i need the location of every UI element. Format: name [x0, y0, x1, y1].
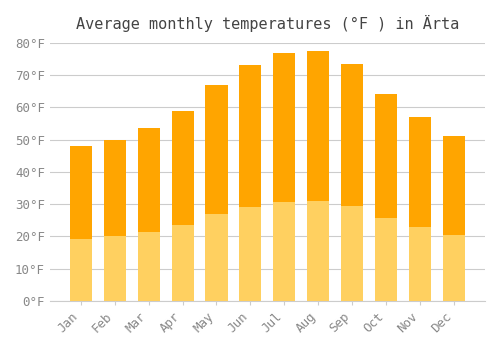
- Bar: [274, 52, 295, 301]
- Bar: [342, 206, 363, 301]
- Bar: [409, 228, 432, 301]
- Bar: [240, 65, 262, 301]
- Bar: [443, 235, 465, 301]
- Bar: [138, 232, 160, 301]
- Bar: [375, 218, 398, 301]
- Bar: [172, 111, 194, 301]
- Bar: [409, 117, 432, 301]
- Bar: [70, 146, 92, 301]
- Title: Average monthly temperatures (°F ) in Ärta: Average monthly temperatures (°F ) in Är…: [76, 15, 459, 32]
- Bar: [308, 201, 330, 301]
- Bar: [308, 51, 330, 301]
- Bar: [104, 140, 126, 301]
- Bar: [342, 64, 363, 301]
- Bar: [172, 225, 194, 301]
- Bar: [443, 136, 465, 301]
- Bar: [70, 239, 92, 301]
- Bar: [240, 207, 262, 301]
- Bar: [206, 215, 228, 301]
- Bar: [274, 202, 295, 301]
- Bar: [375, 94, 398, 301]
- Bar: [138, 128, 160, 301]
- Bar: [104, 236, 126, 301]
- Bar: [206, 85, 228, 301]
